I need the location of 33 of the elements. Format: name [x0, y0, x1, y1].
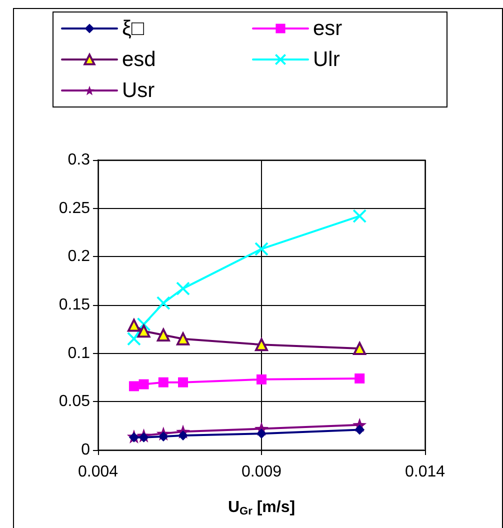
point [138, 379, 149, 390]
point [156, 328, 170, 342]
x-tick-label: 0.014 [404, 464, 446, 480]
legend-label: Usr [122, 79, 155, 102]
legend-label: ξ□ [122, 17, 144, 40]
legend-label: esr [313, 17, 342, 40]
point [178, 377, 188, 388]
y-tick-label: 0.2 [68, 248, 90, 266]
y-tick-label: 0 [81, 442, 90, 458]
x-tick-label: 0.004 [78, 464, 118, 480]
y-tick-label: 0.1 [68, 344, 90, 362]
point [176, 282, 190, 296]
point [128, 381, 139, 392]
point [256, 374, 266, 384]
point [352, 209, 367, 224]
point [354, 373, 365, 384]
point [136, 317, 151, 332]
legend-label: esd [122, 48, 156, 71]
y-tick-label: 0.15 [58, 296, 90, 314]
y-tick-label: 0.05 [58, 393, 90, 410]
point [156, 296, 170, 310]
point [137, 324, 150, 338]
y-tick-label: 0.25 [58, 200, 90, 217]
point [254, 242, 268, 256]
point [127, 318, 140, 332]
legend-label: Ulr [313, 48, 340, 71]
point [126, 332, 141, 346]
x-tick-label: 0.009 [241, 464, 282, 480]
point [158, 377, 168, 388]
point [353, 342, 366, 355]
point [255, 338, 268, 352]
point [176, 332, 190, 346]
y-tick-label: 0.3 [68, 152, 90, 168]
